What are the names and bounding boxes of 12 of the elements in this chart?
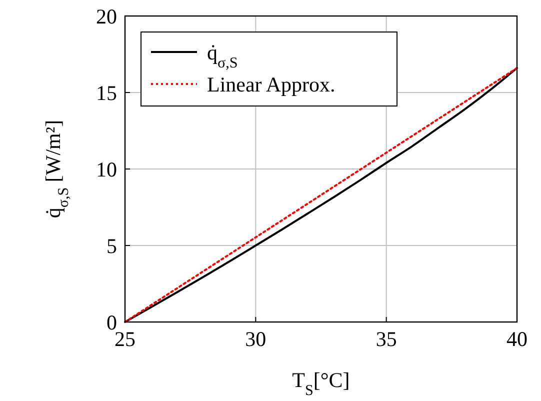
legend-label: Linear Approx. [207, 72, 336, 96]
y-tick-label: 10 [96, 157, 117, 182]
y-tick-label: 5 [106, 234, 117, 258]
y-tick-label: 15 [96, 80, 117, 105]
x-tick-label: 30 [245, 327, 266, 351]
y-tick-label: 0 [106, 310, 117, 334]
x-tick-label: 35 [376, 327, 397, 351]
legend-label: q̇$_{σ,S}$ [207, 40, 238, 72]
x-tick-label: 25 [114, 327, 136, 351]
y-tick-label: 20 [96, 4, 117, 28]
x-tick-label: 40 [506, 327, 528, 351]
x-axis-title: T$_{S}$[°C] [292, 368, 350, 399]
